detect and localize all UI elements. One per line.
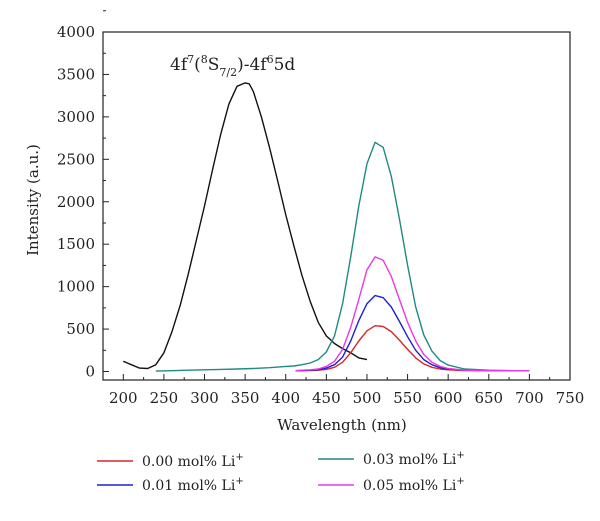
legend-label-3: 0.05 mol% Li+: [363, 476, 465, 494]
y-tick-label: 4000: [57, 23, 95, 41]
x-tick-label: 750: [556, 389, 585, 407]
legend-label-2: 0.03 mol% Li+: [363, 450, 465, 468]
annotation-label: 4f7(8S7/2)-4f65d: [170, 53, 295, 79]
y-tick-label: 500: [66, 320, 95, 338]
y-tick-label: 3000: [57, 108, 95, 126]
x-tick-label: 250: [150, 389, 179, 407]
x-tick-label: 650: [474, 389, 503, 407]
x-tick-label: 550: [393, 389, 422, 407]
x-tick-label: 700: [515, 389, 544, 407]
series-line-3: [155, 141, 530, 372]
x-axis-title: Wavelength (nm): [277, 416, 406, 434]
x-tick-label: 400: [271, 389, 300, 407]
series-line-0: [123, 82, 368, 370]
legend: 0.00 mol% Li+ 0.01 mol% Li+ 0.03 mol% Li+ 0…: [97, 450, 465, 494]
y-tick-label: 1500: [57, 235, 95, 253]
x-tick-label: 300: [190, 389, 219, 407]
series-line-4: [295, 256, 530, 372]
y-tick-label: 1000: [57, 278, 95, 296]
y-tick-label: 3500: [57, 65, 95, 83]
x-tick-label: 350: [231, 389, 260, 407]
legend-label-0: 0.00 mol% Li+: [142, 452, 244, 470]
x-tick-label: 450: [312, 389, 341, 407]
x-tick-label: 600: [434, 389, 463, 407]
series-line-1: [295, 325, 530, 372]
y-tick-label: 2500: [57, 150, 95, 168]
series-layer: [123, 82, 530, 372]
x-tick-label: 500: [353, 389, 382, 407]
plot-frame: [102, 31, 571, 381]
axes: 0 500 1000 1500 2000 2500 3000 3500 4000 200 250 30…: [57, 10, 585, 407]
legend-label-1: 0.01 mol% Li+: [142, 476, 244, 494]
x-tick-label: 200: [109, 389, 138, 407]
y-axis-title: Intensity (a.u.): [24, 144, 42, 256]
plot-area: [102, 31, 571, 381]
y-tick-label: 2000: [57, 193, 95, 211]
y-tick-label: 0: [85, 363, 95, 381]
